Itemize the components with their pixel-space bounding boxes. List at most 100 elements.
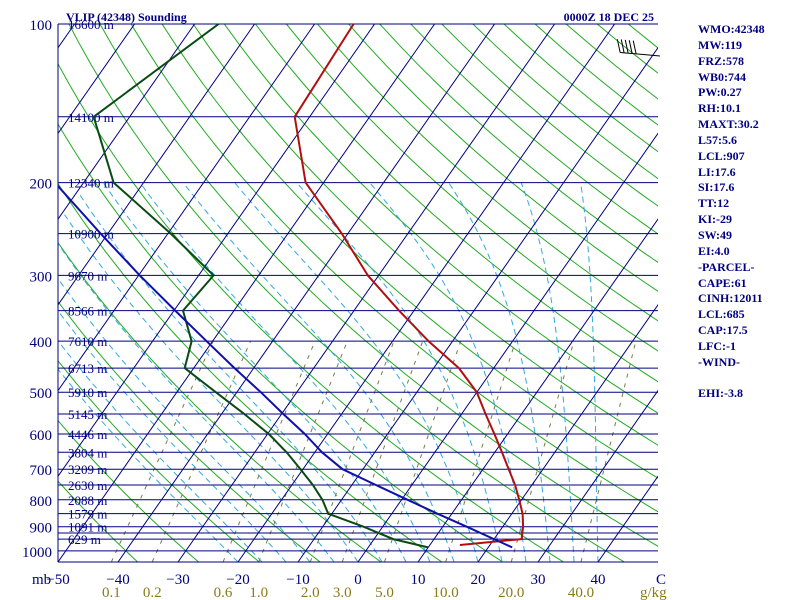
pressure-tick-label: 700 [30,463,53,479]
temperature-tick-label: −20 [226,572,249,588]
isotherm-line [297,46,658,562]
height-label: 12340 m [68,176,114,191]
height-label: 6713 m [68,361,107,376]
index-line: EHI:-3.8 [698,386,743,401]
isotherm-line [477,303,658,562]
pressure-tick-label: 200 [30,177,53,193]
index-line: CAP:17.5 [698,323,748,338]
index-line: L57:5.6 [698,132,737,147]
index-line: CAPE:61 [698,275,747,290]
chart-time: 0000Z 18 DEC 25 [564,10,654,24]
indices-panel: WMO:42348 MW:119 FRZ:578 WB0:744 PW:0.27 RH:1… [698,22,798,402]
mixing-ratio-tick-label: 0.6 [214,585,233,600]
temperature-unit-label: C [656,572,666,588]
isotherm-line [417,218,658,562]
height-label: 629 m [68,532,101,547]
index-line: KI:-29 [698,212,732,227]
dry-adiabat-line [317,24,658,322]
mixing-ratio-unit-label: g/kg [640,585,667,600]
height-label: 3804 m [68,445,107,460]
index-line: RH:10.1 [698,101,741,116]
dry-adiabat-line [255,24,658,383]
height-label: 4446 m [68,427,107,442]
height-label: 1091 m [68,520,107,535]
mixing-ratio-line [445,341,516,562]
dewpoint-trace [92,24,429,549]
dry-adiabat-line [58,123,503,562]
dry-adiabat-line [58,359,260,562]
temperature-tick-label: 30 [531,572,546,588]
wind-barb-feather [620,39,625,53]
dry-adiabat-line [379,24,658,264]
moist-adiabat-line [58,242,335,562]
index-line: EI:4.0 [698,243,730,258]
mixing-ratio-tick-label: 20.0 [498,585,524,600]
wind-barbs [616,39,661,57]
temperature-tick-label: 40 [591,572,606,588]
isotherm-line [177,24,556,562]
isotherm-line [58,24,136,135]
mixing-ratio-axis: 0.1 0.2 0.6 1.0 2.0 3.0 5.0 10.0 20.0 40.0 [102,585,594,600]
isotherm-line [58,24,436,562]
moist-adiabat-line [296,182,503,562]
moist-adiabat-line [369,182,527,562]
dry-adiabat-line [223,24,658,414]
chart-title: VLIP (42348) Sounding [66,10,187,24]
index-line [698,371,798,387]
mixing-ratio-line [151,340,252,562]
mixing-ratio-tick-label: 10.0 [433,585,459,600]
index-line: MAXT:30.2 [698,117,759,132]
dry-adiabat-line [192,24,658,446]
moist-adiabat-line [448,182,551,562]
isotherms [58,24,658,562]
index-line: TT:12 [698,196,730,211]
moist-adiabat-line [520,182,575,562]
pressure-tick-label: 100 [30,18,53,34]
height-label: 2630 m [68,478,107,493]
height-label: 2088 m [68,493,107,508]
temperature-tick-label: 10 [411,572,426,588]
moist-adiabat-line [64,214,359,562]
index-line: -WIND- [698,354,740,369]
temperature-trace [293,24,525,546]
isotherm-line [537,389,658,562]
pressure-tick-label: 800 [30,494,53,510]
dry-adiabat-line [99,24,658,547]
dry-adiabat-line [58,480,138,562]
index-line: LCL:907 [698,148,745,163]
dry-adiabat-line [130,24,658,513]
index-line: FRZ:578 [698,53,744,68]
temperature-tick-label: 0 [354,572,362,588]
temperature-tick-label: 20 [471,572,486,588]
height-label: 9670 m [68,268,107,283]
mixing-ratio-tick-label: 0.1 [102,585,121,600]
pressure-tick-label: 600 [30,428,53,444]
height-label: 10900 m [68,227,114,242]
wind-barb-feather [632,40,637,54]
pressure-tick-label: 1000 [22,545,52,561]
dry-adiabat-line [58,182,443,562]
index-line: MW:119 [698,37,742,52]
mixing-ratio-tick-label: 40.0 [568,585,594,600]
isotherm-line [58,24,196,221]
temperature-tick-label: −30 [166,572,189,588]
parcel-path-trace [58,184,513,549]
plot-background [58,24,658,562]
height-label: 16600 m [68,17,114,32]
temperature-tick-label: −10 [286,572,309,588]
pressure-tick-label: 500 [30,386,53,402]
wind-barb-feather [628,40,633,54]
index-line: LCL:685 [698,307,745,322]
isotherm-line [58,24,256,306]
height-label: 8566 m [68,304,107,319]
mixing-ratio-tick-label: 5.0 [375,585,394,600]
moist-adiabat-line [58,368,239,562]
mixing-ratio-line [510,341,575,562]
pressure-unit-label: mb [32,572,51,588]
temperature-axis: −50 −40 −30 −20 −10 0 10 20 30 40 [46,572,605,588]
moist-adiabat-line [58,309,287,562]
pressure-tick-label: 400 [30,335,53,351]
index-line: PW:0.27 [698,85,742,100]
isotherm-line [357,132,658,562]
